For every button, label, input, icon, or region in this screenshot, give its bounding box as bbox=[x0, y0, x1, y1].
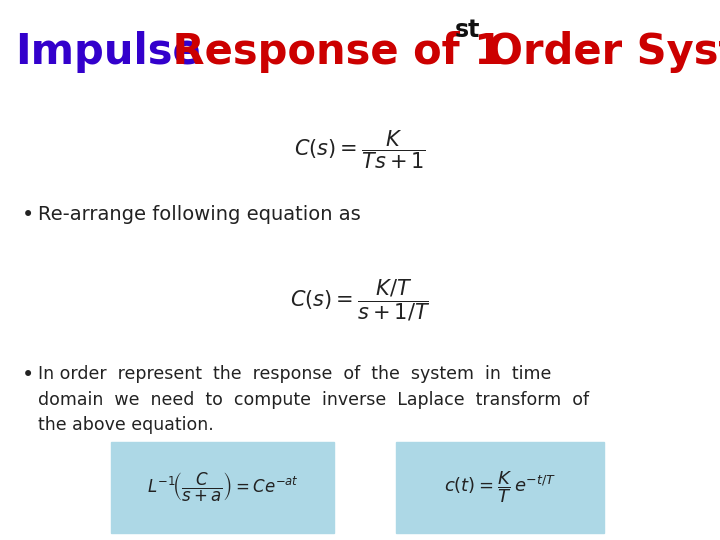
Text: Impulse: Impulse bbox=[15, 31, 201, 73]
Text: Order System: Order System bbox=[473, 31, 720, 73]
Text: $L^{-1}\!\left(\dfrac{C}{s+a}\right) = Ce^{-at}$: $L^{-1}\!\left(\dfrac{C}{s+a}\right) = C… bbox=[147, 471, 299, 504]
Text: $C(s) = \dfrac{K/T}{s+1/T}$: $C(s) = \dfrac{K/T}{s+1/T}$ bbox=[290, 277, 430, 323]
Text: •: • bbox=[22, 205, 35, 225]
Text: In order  represent  the  response  of  the  system  in  time
domain  we  need  : In order represent the response of the s… bbox=[38, 365, 589, 434]
Text: Response of 1: Response of 1 bbox=[158, 31, 503, 73]
Text: st: st bbox=[455, 18, 480, 42]
Text: Re-arrange following equation as: Re-arrange following equation as bbox=[38, 206, 361, 225]
Text: $c(t) = \dfrac{K}{T}\,e^{-t/T}$: $c(t) = \dfrac{K}{T}\,e^{-t/T}$ bbox=[444, 470, 556, 505]
Text: $C(s) = \dfrac{K}{Ts+1}$: $C(s) = \dfrac{K}{Ts+1}$ bbox=[294, 129, 426, 171]
Text: •: • bbox=[22, 365, 35, 385]
